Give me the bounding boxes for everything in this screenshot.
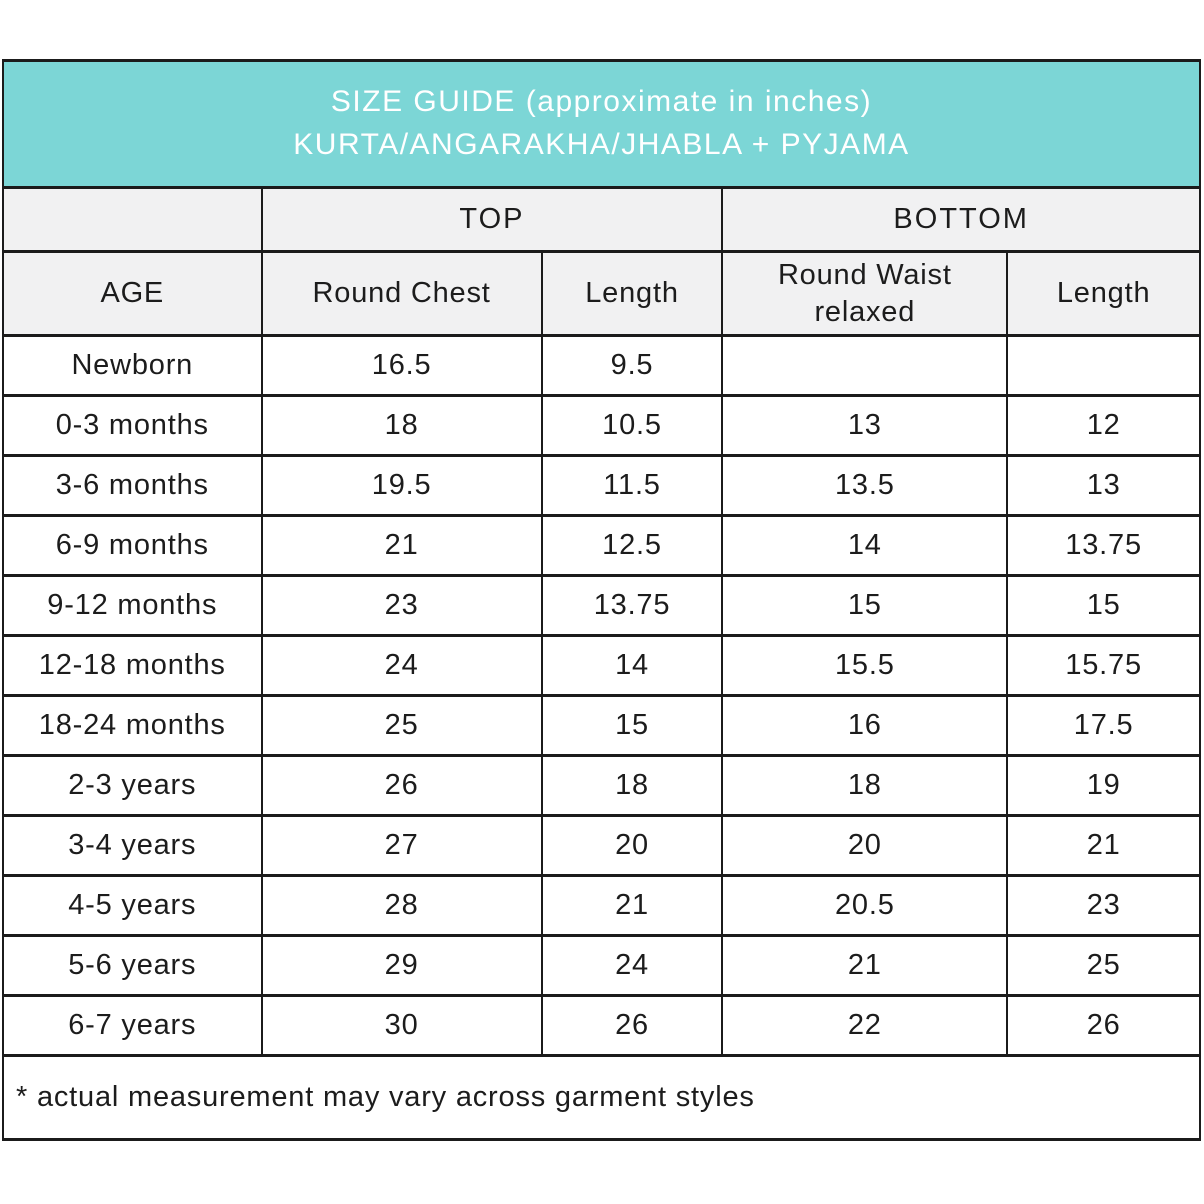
top-length-cell: 13.75 (540, 574, 724, 637)
round-chest-cell: 29 (260, 934, 543, 997)
footnote-row: * actual measurement may vary across gar… (2, 1054, 1201, 1141)
round-waist-cell: 13.5 (721, 454, 1009, 517)
age-cell: 3-4 years (2, 814, 263, 877)
round-waist-cell (721, 334, 1009, 397)
round-chest-cell: 30 (260, 994, 543, 1057)
round-chest-cell: 25 (260, 694, 543, 757)
table-row: 4-5 years 28 21 20.5 23 (2, 874, 1201, 937)
top-length-cell: 21 (540, 874, 724, 937)
table-row: 3-6 months 19.5 11.5 13.5 13 (2, 454, 1201, 517)
group-header-top: TOP (260, 186, 724, 253)
bottom-length-cell: 13 (1006, 454, 1201, 517)
table-row: 6-7 years 30 26 22 26 (2, 994, 1201, 1057)
footnote: * actual measurement may vary across gar… (2, 1054, 1201, 1141)
round-chest-cell: 28 (260, 874, 543, 937)
round-waist-cell: 22 (721, 994, 1009, 1057)
bottom-length-cell: 19 (1006, 754, 1201, 817)
top-length-cell: 15 (540, 694, 724, 757)
round-waist-cell: 20.5 (721, 874, 1009, 937)
column-header-round-chest: Round Chest (260, 250, 543, 337)
group-header-blank (2, 186, 263, 253)
top-length-cell: 26 (540, 994, 724, 1057)
group-header-bottom: BOTTOM (721, 186, 1201, 253)
bottom-length-cell: 13.75 (1006, 514, 1201, 577)
bottom-length-cell: 17.5 (1006, 694, 1201, 757)
round-waist-cell: 20 (721, 814, 1009, 877)
age-cell: 4-5 years (2, 874, 263, 937)
round-chest-cell: 18 (260, 394, 543, 457)
age-cell: 12-18 months (2, 634, 263, 697)
round-waist-cell: 13 (721, 394, 1009, 457)
top-length-cell: 10.5 (540, 394, 724, 457)
bottom-length-cell: 12 (1006, 394, 1201, 457)
bottom-length-cell: 21 (1006, 814, 1201, 877)
round-chest-cell: 27 (260, 814, 543, 877)
age-cell: 18-24 months (2, 694, 263, 757)
group-header-row: TOP BOTTOM (2, 186, 1201, 253)
column-header-top-length: Length (540, 250, 724, 337)
bottom-length-cell: 23 (1006, 874, 1201, 937)
size-guide-table: SIZE GUIDE (approximate in inches) KURTA… (2, 59, 1201, 1141)
top-length-cell: 9.5 (540, 334, 724, 397)
round-waist-cell: 16 (721, 694, 1009, 757)
round-chest-cell: 21 (260, 514, 543, 577)
round-waist-cell: 15.5 (721, 634, 1009, 697)
age-cell: 0-3 months (2, 394, 263, 457)
table-title-line1: SIZE GUIDE (approximate in inches) (330, 85, 873, 119)
age-cell: 9-12 months (2, 574, 263, 637)
round-chest-cell: 23 (260, 574, 543, 637)
round-waist-cell: 18 (721, 754, 1009, 817)
table-row: 0-3 months 18 10.5 13 12 (2, 394, 1201, 457)
bottom-length-cell: 25 (1006, 934, 1201, 997)
top-length-cell: 20 (540, 814, 724, 877)
table-title: SIZE GUIDE (approximate in inches) KURTA… (2, 59, 1201, 189)
bottom-length-cell (1006, 334, 1201, 397)
column-header-bottom-length: Length (1006, 250, 1201, 337)
age-cell: 6-7 years (2, 994, 263, 1057)
table-row: 12-18 months 24 14 15.5 15.75 (2, 634, 1201, 697)
bottom-length-cell: 15 (1006, 574, 1201, 637)
title-row: SIZE GUIDE (approximate in inches) KURTA… (2, 59, 1201, 189)
age-cell: 6-9 months (2, 514, 263, 577)
round-waist-cell: 21 (721, 934, 1009, 997)
table-row: 18-24 months 25 15 16 17.5 (2, 694, 1201, 757)
column-header-age: AGE (2, 250, 263, 337)
top-length-cell: 18 (540, 754, 724, 817)
top-length-cell: 14 (540, 634, 724, 697)
round-chest-cell: 19.5 (260, 454, 543, 517)
age-cell: Newborn (2, 334, 263, 397)
column-header-round-waist: Round Waist relaxed (721, 250, 1009, 337)
table-row: Newborn 16.5 9.5 (2, 334, 1201, 397)
column-header-row: AGE Round Chest Length Round Waist relax… (2, 250, 1201, 337)
round-chest-cell: 16.5 (260, 334, 543, 397)
table-row: 3-4 years 27 20 20 21 (2, 814, 1201, 877)
top-length-cell: 12.5 (540, 514, 724, 577)
age-cell: 2-3 years (2, 754, 263, 817)
round-chest-cell: 26 (260, 754, 543, 817)
age-cell: 3-6 months (2, 454, 263, 517)
round-chest-cell: 24 (260, 634, 543, 697)
top-length-cell: 24 (540, 934, 724, 997)
round-waist-cell: 14 (721, 514, 1009, 577)
table-row: 6-9 months 21 12.5 14 13.75 (2, 514, 1201, 577)
bottom-length-cell: 26 (1006, 994, 1201, 1057)
table-row: 9-12 months 23 13.75 15 15 (2, 574, 1201, 637)
table-title-line2: KURTA/ANGARAKHA/JHABLA + PYJAMA (293, 128, 910, 161)
bottom-length-cell: 15.75 (1006, 634, 1201, 697)
age-cell: 5-6 years (2, 934, 263, 997)
table-row: 2-3 years 26 18 18 19 (2, 754, 1201, 817)
top-length-cell: 11.5 (540, 454, 724, 517)
round-waist-cell: 15 (721, 574, 1009, 637)
table-row: 5-6 years 29 24 21 25 (2, 934, 1201, 997)
